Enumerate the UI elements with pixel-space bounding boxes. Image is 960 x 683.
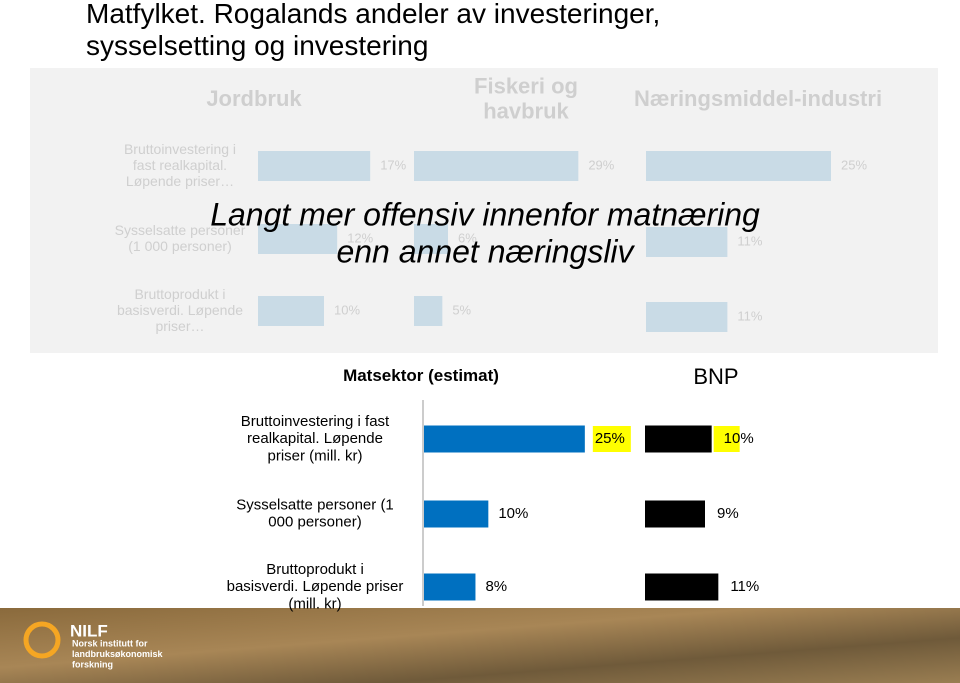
value-label-highlight bbox=[592, 426, 631, 452]
value-label: 10% bbox=[724, 430, 754, 447]
value-label-highlight bbox=[713, 426, 740, 452]
value-label: 10% bbox=[498, 505, 528, 522]
bar bbox=[414, 151, 579, 181]
value-label: 5% bbox=[452, 302, 471, 317]
panel-title: Matsektor (estimat) bbox=[343, 366, 499, 385]
category-label: Bruttoinvestering i fast realkapital. Løp… bbox=[241, 413, 390, 465]
bar bbox=[424, 500, 489, 528]
value-label: 11% bbox=[737, 233, 762, 248]
bar bbox=[646, 151, 831, 181]
panel-title: Fiskeri og havbruk bbox=[474, 73, 578, 123]
value-label: 6% bbox=[458, 230, 477, 245]
bar bbox=[646, 227, 728, 257]
value-label: 11% bbox=[737, 308, 762, 323]
category-label: Sysselsatte personer (1 000 personer) bbox=[115, 222, 246, 254]
value-label: 17% bbox=[380, 157, 406, 172]
value-label: 29% bbox=[588, 157, 614, 172]
bar bbox=[414, 296, 443, 326]
value-label: 12% bbox=[347, 230, 373, 245]
panel-title: Næringsmiddel-industri bbox=[634, 86, 882, 111]
footer-band bbox=[0, 608, 960, 683]
bar bbox=[258, 224, 338, 254]
logo-name: NILF bbox=[70, 621, 108, 640]
bar bbox=[646, 302, 728, 332]
value-label: 25% bbox=[595, 430, 625, 447]
bar bbox=[414, 224, 448, 254]
bar bbox=[645, 573, 719, 601]
faded-panel bbox=[30, 68, 938, 353]
bar bbox=[258, 151, 371, 181]
category-label: Bruttoinvestering i fast realkapital. Løpe… bbox=[124, 141, 236, 189]
category-label: Bruttoprodukt i basisverdi. Løpende prise… bbox=[227, 561, 404, 613]
value-label: 10% bbox=[334, 302, 360, 317]
bar bbox=[645, 425, 712, 453]
bar bbox=[258, 296, 324, 326]
panel-title: Jordbruk bbox=[206, 86, 302, 111]
category-label: Bruttoprodukt i basisverdi. Løpende priser… bbox=[117, 286, 243, 334]
bar bbox=[645, 500, 705, 528]
overlay-message: Langt mer offensiv innenfor matnæring enn… bbox=[210, 197, 760, 270]
bar bbox=[424, 425, 585, 453]
bar bbox=[424, 573, 476, 601]
logo-icon bbox=[23, 621, 61, 659]
slide-title: Matfylket. Rogalands andeler av invester… bbox=[86, 0, 660, 61]
logo-subtitle: Norsk institutt for landbruksøkonomisk for… bbox=[72, 639, 164, 670]
panel-title: BNP bbox=[693, 364, 738, 389]
value-label: 8% bbox=[485, 578, 507, 595]
category-label: Sysselsatte personer (1 000 personer) bbox=[236, 496, 394, 530]
value-label: 11% bbox=[730, 578, 759, 595]
value-label: 25% bbox=[841, 157, 867, 172]
value-label: 9% bbox=[717, 505, 739, 522]
